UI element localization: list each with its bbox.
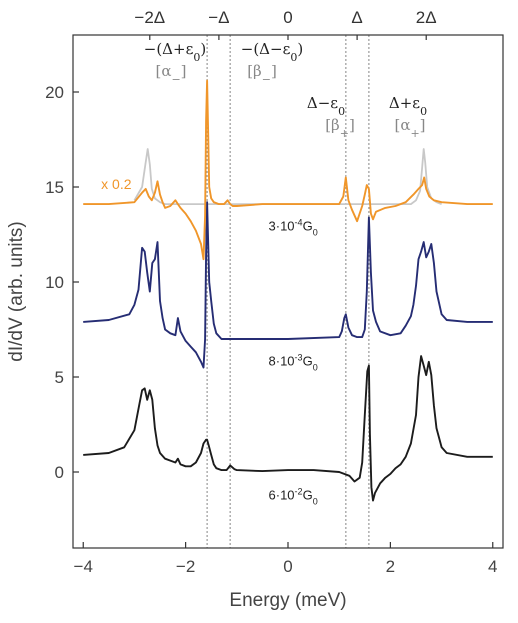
axes-group: −4 −2 0 2 4 0 5 10 15 20 −2Δ −Δ 0 Δ 2Δ <box>45 8 497 576</box>
scale-factor-label: x 0.2 <box>101 176 132 192</box>
series-label: 8·10-3G0 <box>269 353 318 373</box>
top-tick-label: Δ <box>351 8 362 27</box>
series-line <box>83 79 493 261</box>
y-tick-label: 0 <box>55 463 64 482</box>
series-line <box>83 355 493 502</box>
y-tick-label: 15 <box>45 178 64 197</box>
top-tick-label: −Δ <box>208 8 229 27</box>
series-label: 6·10-2G0 <box>269 487 318 507</box>
peak-label: Δ−ε0 <box>307 94 345 118</box>
top-tick-label: 0 <box>283 8 292 27</box>
series-line <box>133 148 442 206</box>
peak-bracket-label: [β−] <box>247 62 277 86</box>
x-tick-label: 2 <box>386 557 395 576</box>
series-line <box>83 201 493 369</box>
series-label: 3·10-4G0 <box>269 218 318 238</box>
peak-bracket-label: [α+] <box>394 116 425 140</box>
x-tick-label: −2 <box>176 557 195 576</box>
x-tick-label: 4 <box>488 557 497 576</box>
y-tick-label: 5 <box>55 368 64 387</box>
y-tick-label: 10 <box>45 273 64 292</box>
peak-label: −(Δ−ε0) <box>241 40 303 64</box>
top-tick-label: 2Δ <box>416 8 437 27</box>
x-tick-label: 0 <box>283 557 292 576</box>
y-axis-title: dI/dV (arb. units) <box>6 221 27 361</box>
top-tick-label: −2Δ <box>134 8 165 27</box>
peak-label: Δ+ε0 <box>389 94 427 118</box>
peak-label: −(Δ+ε0) <box>144 40 206 64</box>
series-group <box>83 79 493 502</box>
y-tick-label: 20 <box>45 83 64 102</box>
x-tick-label: −4 <box>74 557 93 576</box>
peak-bracket-label: [β+] <box>325 116 355 140</box>
peak-bracket-label: [α−] <box>155 62 186 86</box>
x-axis-title: Energy (meV) <box>229 590 346 611</box>
annotation-group: −(Δ+ε0)[α−] −(Δ−ε0)[β−] Δ−ε0[β+] Δ+ε0[α+] 3·… <box>101 40 427 507</box>
